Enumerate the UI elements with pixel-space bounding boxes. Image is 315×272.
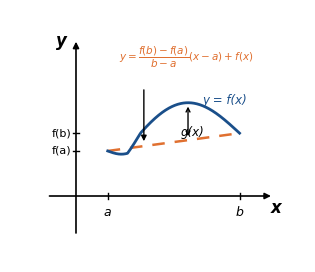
- Text: y: y: [56, 32, 67, 50]
- Text: f(b): f(b): [51, 128, 71, 138]
- Text: x: x: [271, 199, 282, 217]
- Text: y = f(x): y = f(x): [203, 94, 247, 107]
- Text: a: a: [104, 206, 112, 220]
- Text: f(a): f(a): [51, 146, 71, 156]
- Text: $y = \dfrac{f(b) - f(a)}{b - a}(x - a) + f(x)$: $y = \dfrac{f(b) - f(a)}{b - a}(x - a) +…: [118, 45, 253, 70]
- Text: b: b: [236, 206, 243, 220]
- Text: g(x): g(x): [181, 126, 204, 139]
